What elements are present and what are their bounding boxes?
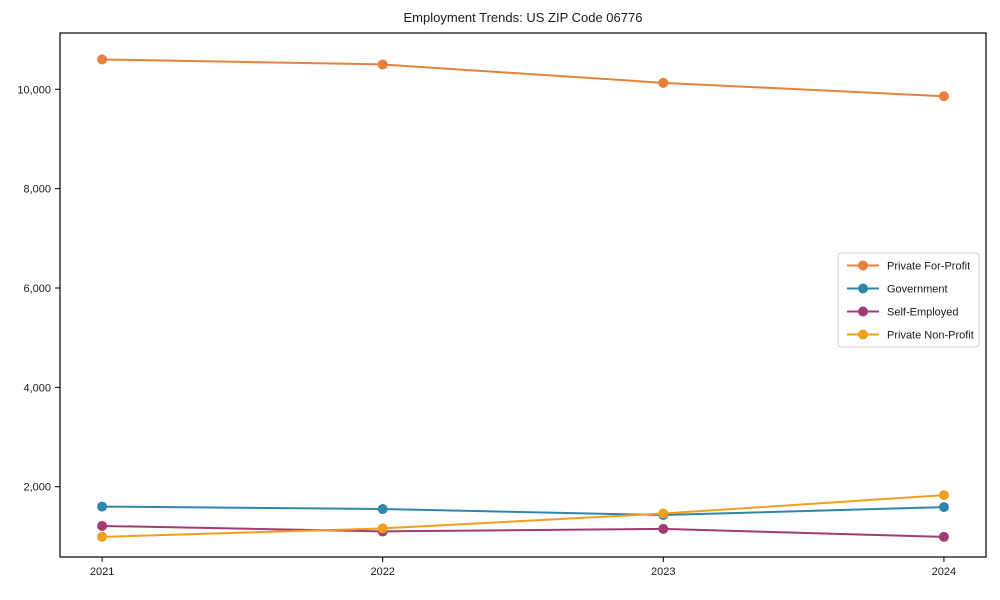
data-point [97, 531, 108, 542]
data-point [938, 490, 949, 501]
legend-marker [858, 283, 868, 294]
data-point [938, 502, 949, 513]
data-point [97, 501, 108, 512]
legend-box [837, 252, 980, 348]
legend-marker [858, 260, 868, 271]
x-axis-tick-label: 2024 [932, 566, 956, 578]
data-point [97, 520, 108, 531]
data-point [938, 531, 949, 542]
y-axis-tick-label: 6,000 [23, 283, 51, 295]
series-line [101, 524, 945, 538]
x-axis-tick-label: 2021 [90, 566, 114, 578]
x-axis-tick-label: 2023 [651, 566, 675, 578]
data-point [377, 523, 388, 534]
series-private-non-profit [97, 490, 949, 542]
series-private-for-profit [97, 54, 949, 102]
legend-marker [858, 306, 868, 317]
legend-item: Private Non-Profit [847, 329, 974, 342]
series-government [97, 501, 949, 521]
y-axis-tick-label: 10,000 [17, 84, 51, 96]
legend-label: Private Non-Profit [887, 330, 974, 342]
legend-label: Government [887, 284, 948, 296]
legend-item: Self-Employed [847, 306, 959, 319]
legend-item: Private For-Profit [847, 260, 970, 273]
plot-area-border [59, 32, 987, 558]
data-point [377, 504, 388, 515]
legend-item: Government [847, 283, 948, 296]
series-line [101, 505, 945, 517]
legend-label: Private For-Profit [887, 261, 970, 273]
legend-label: Self-Employed [887, 307, 959, 319]
series-line [101, 494, 945, 538]
chart-title: Employment Trends: US ZIP Code 06776 [403, 10, 643, 25]
y-axis-tick-label: 4,000 [23, 382, 51, 394]
y-axis-tick-label: 2,000 [23, 482, 51, 494]
series-line [101, 58, 945, 98]
y-axis-tick-label: 8,000 [23, 184, 51, 196]
data-point [658, 77, 669, 88]
series-self-employed [97, 520, 949, 542]
data-point [938, 91, 949, 102]
data-point [377, 59, 388, 70]
legend: Private For-Profit Government Self-Employe… [837, 252, 980, 348]
data-point [97, 54, 108, 65]
data-point [658, 523, 669, 534]
x-axis-tick-label: 2022 [370, 566, 394, 578]
data-point [658, 508, 669, 519]
legend-marker [858, 329, 868, 340]
